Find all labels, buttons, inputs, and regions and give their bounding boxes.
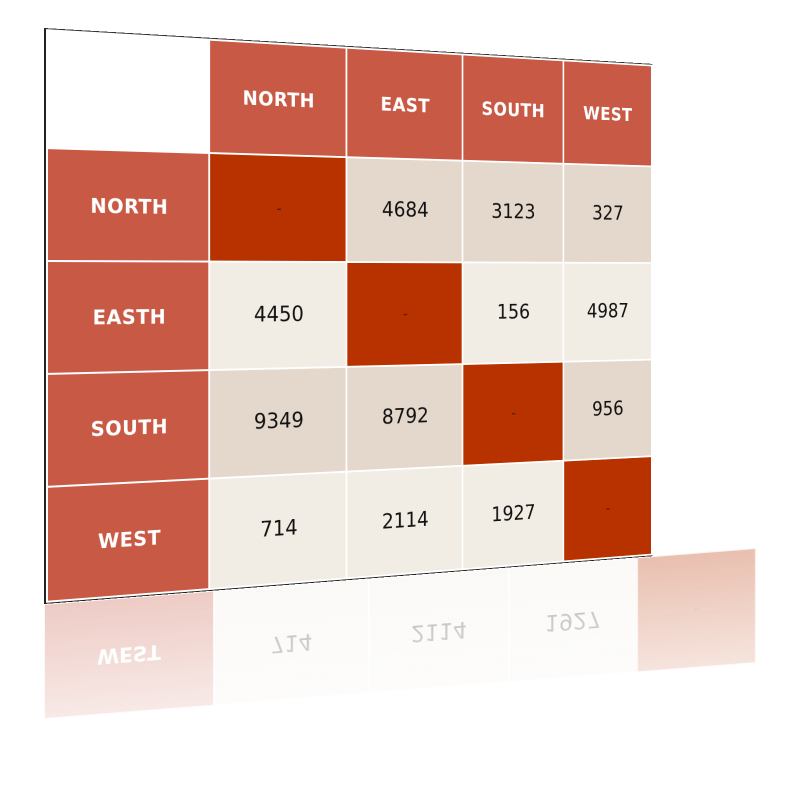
table-cell: - bbox=[209, 153, 347, 263]
reflection-cell: 714 bbox=[214, 578, 369, 706]
table-row: NORTH - 4684 3123 327 bbox=[46, 148, 652, 264]
header-row: NORTH EAST SOUTH WEST bbox=[46, 30, 652, 167]
table-cell: - bbox=[346, 262, 463, 367]
table-cell: 4987 bbox=[563, 262, 652, 362]
row-header-easth: EASTH bbox=[46, 261, 210, 374]
table-cell: 4684 bbox=[346, 157, 463, 263]
table-row: EASTH 4450 - 156 4987 bbox=[46, 261, 652, 374]
region-matrix: NORTH EAST SOUTH WEST NORTH - 4684 3123 … bbox=[46, 29, 652, 603]
column-header-south: SOUTH bbox=[462, 54, 564, 164]
row-header-south: SOUTH bbox=[46, 370, 210, 487]
table-cell: - bbox=[563, 456, 652, 562]
reflection-cell: 2114 bbox=[369, 567, 509, 694]
column-header-north: NORTH bbox=[209, 39, 347, 158]
table-slide: NORTH EAST SOUTH WEST NORTH - 4684 3123 … bbox=[44, 28, 653, 604]
row-header-north: NORTH bbox=[46, 148, 210, 262]
table-cell: 156 bbox=[462, 262, 564, 365]
reflection-cell: - bbox=[637, 548, 756, 673]
table-cell: 2114 bbox=[346, 465, 463, 579]
table-cell: 714 bbox=[209, 471, 347, 590]
table-cell: 4450 bbox=[209, 261, 347, 371]
table-cell: 1927 bbox=[462, 460, 564, 570]
corner-cell bbox=[46, 30, 210, 154]
reflection-cell: 1927 bbox=[509, 557, 637, 683]
row-header-west: WEST bbox=[46, 478, 210, 602]
table-cell: 3123 bbox=[462, 160, 564, 263]
table-cell: 9349 bbox=[209, 366, 347, 479]
slide-frame: NORTH EAST SOUTH WEST NORTH - 4684 3123 … bbox=[44, 28, 653, 604]
table-cell: 327 bbox=[563, 163, 652, 264]
table-cell: 8792 bbox=[346, 364, 463, 472]
column-header-east: EAST bbox=[346, 47, 463, 161]
column-header-west: WEST bbox=[563, 60, 652, 167]
table-cell: 956 bbox=[563, 359, 652, 461]
reflection-cell: WEST bbox=[44, 590, 214, 719]
table-cell: - bbox=[462, 361, 564, 466]
